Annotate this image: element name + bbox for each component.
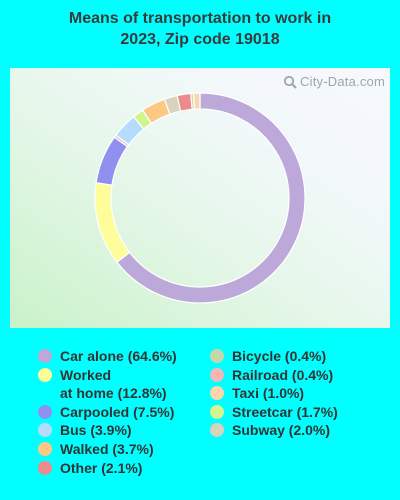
legend-label-line: Bus (3.9%)	[60, 422, 132, 439]
donut-chart	[94, 92, 306, 304]
legend-label-line: Bicycle (0.4%)	[232, 348, 327, 364]
legend-label: Taxi (1.0%)	[232, 384, 304, 402]
donut-slice-worked-at-home	[94, 182, 131, 264]
legend-label-line: Railroad (0.4%)	[232, 366, 334, 383]
watermark: City-Data.com	[283, 74, 385, 89]
chart-title-line-2: 2023, Zip code 19018	[120, 31, 280, 48]
legend-swatch	[38, 349, 52, 363]
legend-label: Worked at home (12.8%)	[60, 366, 167, 402]
legend-item: Bus (3.9%)	[38, 421, 132, 439]
donut-slice-carpooled	[95, 136, 129, 186]
legend-label-line: Other (2.1%)	[60, 459, 143, 476]
magnifier-icon	[283, 75, 297, 89]
chart-title-line-1: Means of transportation to work in	[68, 10, 332, 27]
legend-item: Car alone (64.6%)	[38, 347, 177, 365]
chart-title: Means of transportation to work in 2023,…	[0, 8, 400, 50]
legend-label-line: Walked (3.7%)	[60, 441, 154, 457]
legend-swatch	[38, 404, 52, 419]
donut-slice-taxi	[192, 92, 201, 110]
legend-item: Taxi (1.0%)	[210, 384, 304, 402]
legend-swatch	[210, 367, 224, 382]
legend-swatch	[38, 442, 52, 456]
legend-swatch	[38, 423, 52, 438]
legend-swatch	[210, 386, 224, 401]
legend-label: Bus (3.9%)	[60, 421, 132, 439]
legend-label: Streetcar (1.7%)	[232, 403, 338, 421]
chart-panel	[10, 68, 390, 328]
legend-item: Carpooled (7.5%)	[38, 403, 174, 421]
legend-item: Walked (3.7%)	[38, 440, 154, 458]
legend-swatch	[38, 367, 52, 382]
legend-label: Car alone (64.6%)	[60, 347, 177, 365]
legend-label-line: Subway (2.0%)	[232, 422, 331, 439]
legend-label-line: at home (12.8%)	[60, 384, 167, 401]
legend-item: Bicycle (0.4%)	[210, 347, 326, 365]
legend-label-line: Carpooled (7.5%)	[60, 403, 175, 420]
legend-label: Walked (3.7%)	[60, 440, 154, 458]
legend-label: Railroad (0.4%)	[232, 366, 333, 384]
legend-swatch	[210, 423, 224, 438]
legend-label: Subway (2.0%)	[232, 421, 330, 439]
legend-swatch	[210, 404, 224, 419]
legend-item: Subway (2.0%)	[210, 421, 330, 439]
watermark-text: City-Data.com	[300, 74, 385, 89]
legend-item: Worked at home (12.8%)	[38, 366, 167, 402]
legend-swatch	[210, 349, 224, 363]
legend-item: Streetcar (1.7%)	[210, 403, 338, 421]
legend-label: Carpooled (7.5%)	[60, 403, 174, 421]
legend-item: Railroad (0.4%)	[210, 366, 333, 384]
legend-label-line: Car alone (64.6%)	[60, 348, 177, 364]
legend-label: Bicycle (0.4%)	[232, 347, 326, 365]
legend-item: Other (2.1%)	[38, 459, 142, 477]
legend-swatch	[38, 460, 52, 475]
legend-label-line: Worked	[60, 366, 112, 383]
legend-label-line: Streetcar (1.7%)	[232, 403, 338, 420]
legend-label-line: Taxi (1.0%)	[232, 385, 305, 402]
legend-label: Other (2.1%)	[60, 459, 142, 477]
